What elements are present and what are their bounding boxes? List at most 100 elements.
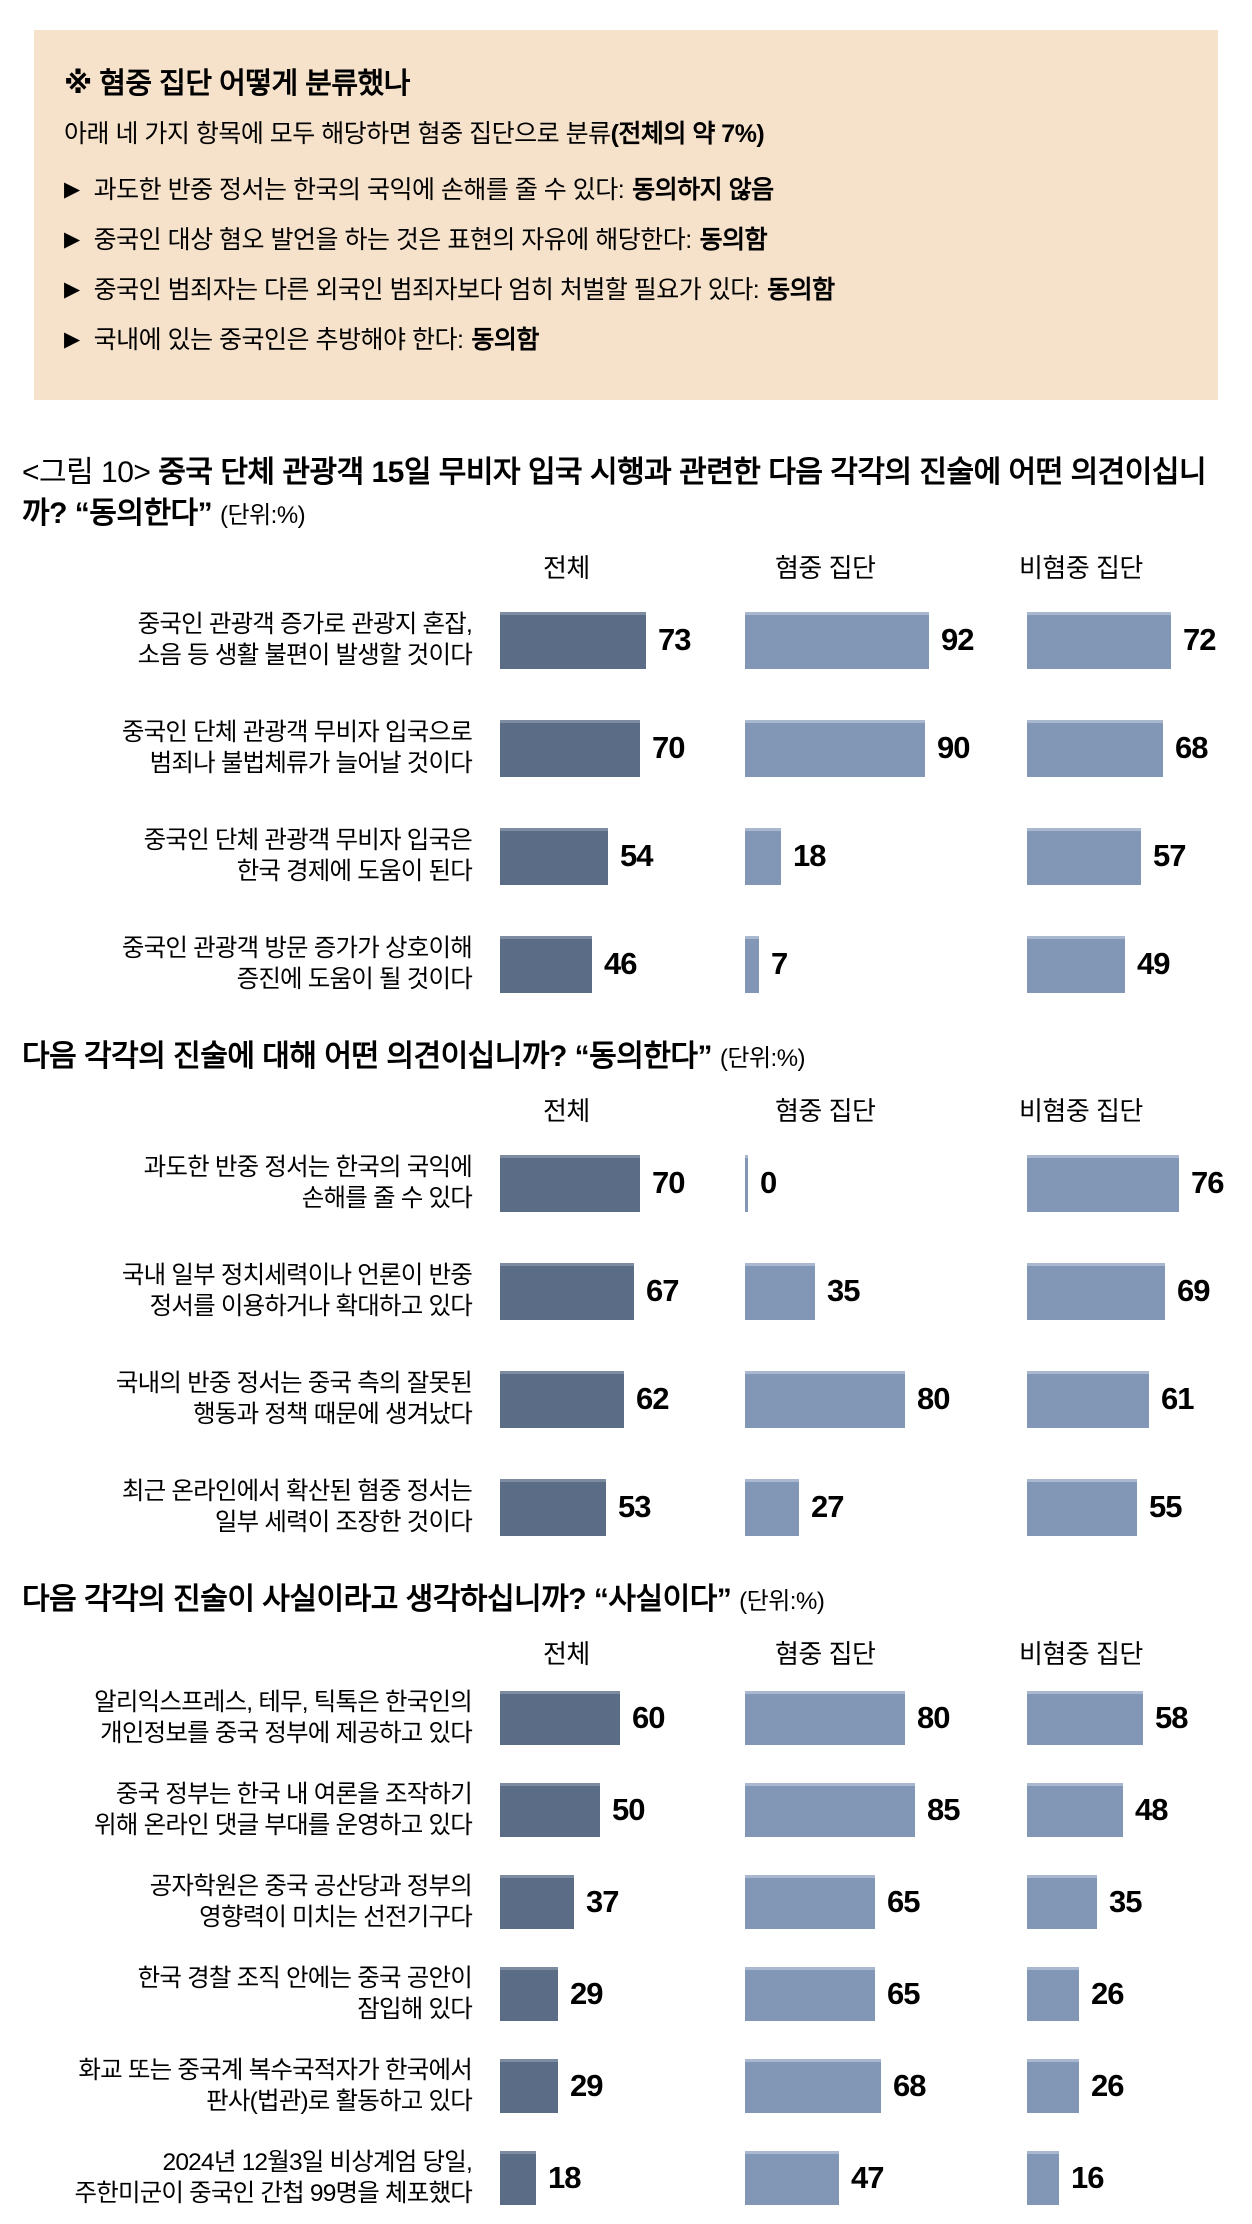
chart-row: 중국인 관광객 증가로 관광지 혼잡, 소음 등 생활 불편이 발생할 것이다 7… bbox=[0, 586, 1252, 694]
criterion-statement: 국내에 있는 중국인은 추방해야 한다: bbox=[93, 326, 464, 354]
chart-section-2: 과도한 반중 정서는 한국의 국익에 손해를 줄 수 있다 70 0 76 국내 일부 … bbox=[0, 1129, 1252, 1561]
bar-value-label: 18 bbox=[548, 2160, 581, 2195]
bar-cell: 65 bbox=[733, 1875, 1015, 1929]
subtitle-text: 아래 네 가지 항목에 모두 해당하면 혐중 집단으로 분류 bbox=[64, 120, 611, 148]
bar bbox=[1027, 1691, 1143, 1745]
bar bbox=[500, 1262, 634, 1320]
bar-cell: 29 bbox=[488, 1967, 733, 2021]
bar bbox=[500, 935, 592, 993]
criterion-answer: 동의함 bbox=[767, 276, 835, 304]
criterion-statement: 중국인 범죄자는 다른 외국인 범죄자보다 엄히 처벌할 필요가 있다: bbox=[93, 276, 760, 304]
bar-value-label: 68 bbox=[1175, 730, 1208, 765]
bar bbox=[1027, 1783, 1123, 1837]
bar-value-label: 35 bbox=[827, 1273, 860, 1308]
bar-cell: 72 bbox=[1015, 611, 1252, 669]
figure-title-text: 중국 단체 관광객 15일 무비자 입국 시행과 관련한 다음 각각의 진술에 … bbox=[22, 456, 1207, 530]
bar bbox=[745, 2059, 881, 2113]
bar bbox=[500, 1967, 558, 2021]
bar-cell: 67 bbox=[488, 1262, 733, 1320]
row-label: 국내의 반중 정서는 중국 측의 잘못된 행동과 정책 때문에 생겨났다 bbox=[115, 1370, 473, 1428]
bar-value-label: 16 bbox=[1071, 2160, 1104, 2195]
bar-value-label: 60 bbox=[632, 1700, 665, 1735]
column-header-antichina: 혐중 집단 bbox=[775, 1096, 876, 1126]
bar bbox=[500, 1875, 574, 1929]
bar-value-label: 90 bbox=[937, 730, 970, 765]
bar bbox=[1027, 1154, 1179, 1212]
bar bbox=[745, 1478, 799, 1536]
bar bbox=[500, 1783, 600, 1837]
bar-value-label: 47 bbox=[851, 2160, 884, 2195]
row-label: 중국인 단체 관광객 무비자 입국은 한국 경제에 도움이 된다 bbox=[143, 827, 473, 885]
chart-section-1: 중국인 관광객 증가로 관광지 혼잡, 소음 등 생활 불편이 발생할 것이다 7… bbox=[0, 586, 1252, 1018]
bar-cell: 54 bbox=[488, 827, 733, 885]
bar bbox=[1027, 1967, 1079, 2021]
criterion-answer: 동의함 bbox=[471, 326, 539, 354]
bar-cell: 70 bbox=[488, 1154, 733, 1212]
bar-cell: 29 bbox=[488, 2059, 733, 2113]
chart-row: 알리익스프레스, 테무, 틱톡은 한국인의 개인정보를 중국 정부에 제공하고 … bbox=[0, 1672, 1252, 1764]
row-label: 화교 또는 중국계 복수국적자가 한국에서 판사(법관)로 활동하고 있다 bbox=[78, 2057, 472, 2115]
bar-cell: 53 bbox=[488, 1478, 733, 1536]
figure-title-1: <그림 10> 중국 단체 관광객 15일 무비자 입국 시행과 관련한 다음 … bbox=[22, 452, 1230, 536]
column-header-nonantichina: 비혐중 집단 bbox=[1019, 1639, 1143, 1669]
chart-row: 국내의 반중 정서는 중국 측의 잘못된 행동과 정책 때문에 생겨났다 62 80… bbox=[0, 1345, 1252, 1453]
triangle-bullet-icon: ▶ bbox=[64, 278, 80, 301]
row-label: 한국 경찰 조직 안에는 중국 공안이 잠입해 있다 bbox=[137, 1965, 473, 2023]
bar bbox=[500, 1691, 620, 1745]
figure-title-3: 다음 각각의 진술이 사실이라고 생각하십니까? “사실이다” (단위:%) bbox=[22, 1579, 1230, 1622]
bar-value-label: 92 bbox=[941, 622, 974, 657]
column-headers-2: 전체 혐중 집단 비혐중 집단 bbox=[0, 1091, 1252, 1129]
bar-value-label: 46 bbox=[604, 946, 637, 981]
bar bbox=[745, 935, 759, 993]
bar bbox=[745, 719, 925, 777]
chart-row: 중국인 단체 관광객 무비자 입국은 한국 경제에 도움이 된다 54 18 57 bbox=[0, 802, 1252, 910]
column-headers-1: 전체 혐중 집단 비혐중 집단 bbox=[0, 548, 1252, 586]
bar bbox=[745, 1370, 905, 1428]
bar-value-label: 35 bbox=[1109, 1884, 1142, 1919]
classification-criteria: ▶ 과도한 반중 정서는 한국의 국익에 손해를 줄 수 있다: 동의하지 않음 ▶ 중… bbox=[64, 170, 1188, 356]
bar bbox=[1027, 611, 1171, 669]
chart-row: 한국 경찰 조직 안에는 중국 공안이 잠입해 있다 29 65 26 bbox=[0, 1948, 1252, 2040]
bar-value-label: 85 bbox=[927, 1792, 960, 1827]
bar-value-label: 18 bbox=[793, 838, 826, 873]
row-label: 과도한 반중 정서는 한국의 국익에 손해를 줄 수 있다 bbox=[143, 1154, 473, 1212]
row-label: 공자학원은 중국 공산당과 정부의 영향력이 미치는 선전기구다 bbox=[149, 1873, 473, 1931]
bar-cell: 16 bbox=[1015, 2151, 1252, 2205]
chart-row: 화교 또는 중국계 복수국적자가 한국에서 판사(법관)로 활동하고 있다 29 6… bbox=[0, 2040, 1252, 2132]
bar-cell: 47 bbox=[733, 2151, 1015, 2205]
bar-cell: 80 bbox=[733, 1691, 1015, 1745]
bar-value-label: 49 bbox=[1137, 946, 1170, 981]
bar bbox=[745, 1783, 915, 1837]
chart-row: 중국 정부는 한국 내 여론을 조작하기 위해 온라인 댓글 부대를 운영하고 … bbox=[0, 1764, 1252, 1856]
bar-value-label: 73 bbox=[658, 622, 691, 657]
bar bbox=[1027, 2151, 1059, 2205]
subtitle-emphasis: (전체의 약 7%) bbox=[610, 120, 765, 148]
chart-row: 중국인 단체 관광객 무비자 입국으로 범죄나 불법체류가 늘어날 것이다 70 9… bbox=[0, 694, 1252, 802]
column-header-nonantichina: 비혐중 집단 bbox=[1019, 553, 1143, 583]
bar bbox=[745, 1691, 905, 1745]
bar bbox=[1027, 2059, 1079, 2113]
bar bbox=[500, 719, 640, 777]
bar-cell: 65 bbox=[733, 1967, 1015, 2021]
bar-value-label: 80 bbox=[917, 1381, 950, 1416]
triangle-bullet-icon: ▶ bbox=[64, 328, 80, 351]
bar bbox=[745, 1875, 875, 1929]
bar bbox=[1027, 1478, 1137, 1536]
bar bbox=[1027, 935, 1125, 993]
unit-label: (단위:%) bbox=[719, 1045, 806, 1072]
bar-value-label: 7 bbox=[771, 946, 788, 981]
bar-value-label: 29 bbox=[570, 2068, 603, 2103]
column-header-total: 전체 bbox=[543, 553, 590, 583]
bar-cell: 57 bbox=[1015, 827, 1252, 885]
chart-row: 공자학원은 중국 공산당과 정부의 영향력이 미치는 선전기구다 37 65 35 bbox=[0, 1856, 1252, 1948]
chart-row: 중국인 관광객 방문 증가가 상호이해 증진에 도움이 될 것이다 46 7 49 bbox=[0, 910, 1252, 1018]
bar-value-label: 65 bbox=[887, 1884, 920, 1919]
bar-cell: 80 bbox=[733, 1370, 1015, 1428]
bar-value-label: 76 bbox=[1191, 1165, 1224, 1200]
bar-value-label: 68 bbox=[893, 2068, 926, 2103]
chart-row: 최근 온라인에서 확산된 혐중 정서는 일부 세력이 조장한 것이다 53 27 55 bbox=[0, 1453, 1252, 1561]
bar-cell: 27 bbox=[733, 1478, 1015, 1536]
bar-cell: 76 bbox=[1015, 1154, 1252, 1212]
bar-cell: 35 bbox=[1015, 1875, 1252, 1929]
criterion-item: ▶ 과도한 반중 정서는 한국의 국익에 손해를 줄 수 있다: 동의하지 않음 bbox=[64, 170, 1188, 206]
